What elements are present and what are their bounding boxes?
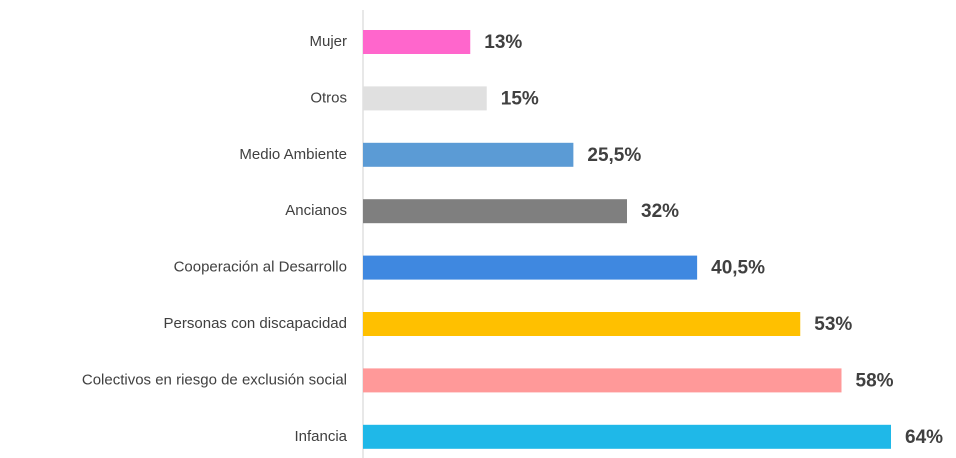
data-label: 64% (905, 427, 943, 448)
data-label: 15% (501, 88, 539, 109)
bar (363, 424, 891, 449)
category-label: Mujer (309, 33, 347, 50)
category-label: Otros (310, 89, 347, 106)
bar (363, 86, 487, 111)
category-label: Colectivos en riesgo de exclusión social (82, 371, 347, 388)
bar (363, 368, 842, 393)
category-label: Cooperación al Desarrollo (174, 259, 347, 276)
category-label: Infancia (294, 428, 347, 445)
data-label: 13% (484, 32, 522, 53)
category-label: Ancianos (285, 202, 347, 219)
bar (363, 312, 801, 336)
bar (363, 255, 698, 280)
category-label: Medio Ambiente (239, 146, 347, 163)
data-label: 25,5% (587, 145, 641, 166)
bar (363, 142, 574, 167)
bar (363, 30, 471, 54)
category-label: Personas con discapacidad (164, 315, 347, 332)
data-label: 53% (814, 314, 852, 335)
data-label: 58% (856, 370, 894, 391)
bar (363, 199, 627, 224)
data-label: 32% (641, 201, 679, 222)
data-label: 40,5% (711, 258, 765, 279)
